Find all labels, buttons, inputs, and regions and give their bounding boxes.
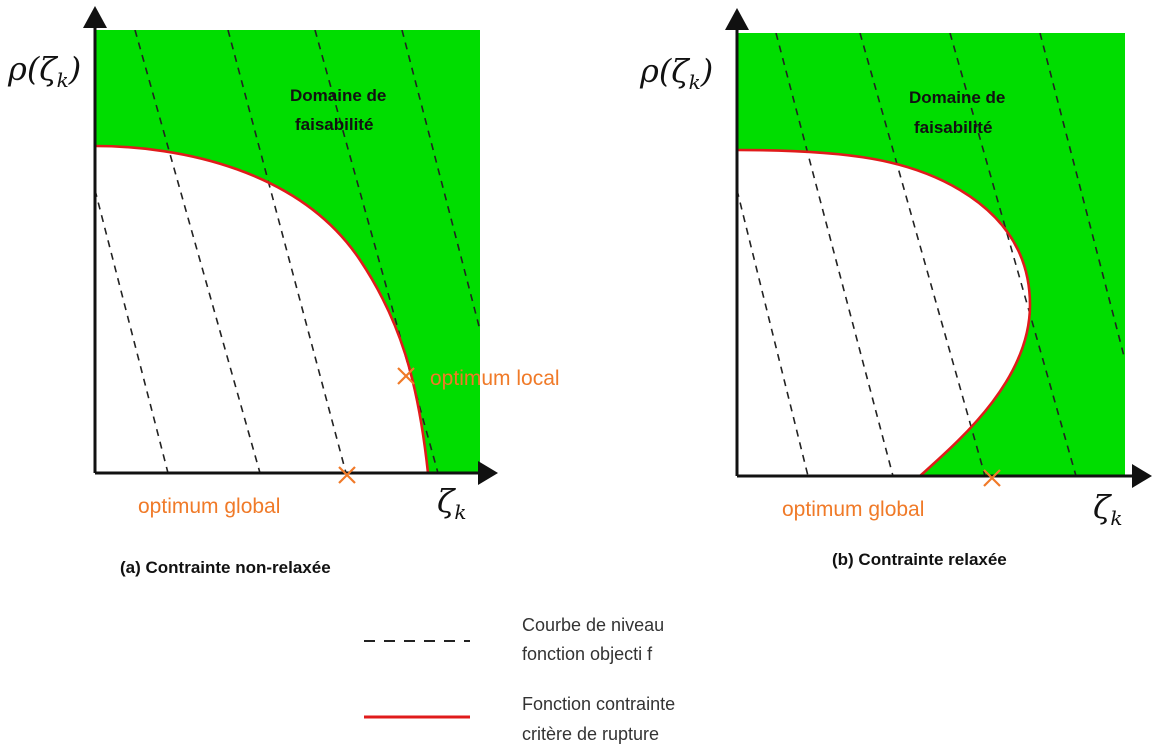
- level-curve: [775, 33, 894, 476]
- level-curve: [859, 33, 986, 476]
- region-label-a-line2: faisabilité: [295, 115, 373, 134]
- x-axis-arrow-b: [1132, 464, 1152, 488]
- legend-solid-line1: Fonction contrainte: [522, 694, 675, 714]
- legend-dashed-line2: fonction objecti f: [522, 644, 653, 664]
- panel-b: ρ(ζk) ζk Domaine de faisabilité optimum …: [639, 8, 1152, 569]
- caption-b: (b) Contrainte relaxée: [832, 550, 1007, 569]
- caption-a: (a) Contrainte non-relaxée: [120, 558, 331, 577]
- global-optimum-marker-a: [338, 466, 356, 484]
- local-optimum-marker: [397, 367, 415, 385]
- x-axis-label-b: ζk: [1093, 488, 1122, 530]
- region-label-b-line2: faisabilité: [914, 118, 992, 137]
- region-label-b-line1: Domaine de: [909, 88, 1005, 107]
- legend: Courbe de niveau fonction objecti f Fonc…: [364, 615, 675, 744]
- level-curves-b: [737, 33, 1125, 476]
- global-optimum-marker-b: [983, 469, 1001, 487]
- constraint-curve-b: [736, 148, 1032, 477]
- legend-dashed-line1: Courbe de niveau: [522, 615, 664, 635]
- level-curve: [949, 33, 1077, 476]
- level-curve: [737, 189, 809, 476]
- y-axis-label-a: ρ(ζk): [7, 50, 81, 92]
- panel-a: ρ(ζk) ζk Domaine de faisabilité optimum …: [7, 6, 560, 577]
- level-curve: [1039, 33, 1125, 361]
- level-curve: [95, 189, 169, 473]
- y-axis-arrow-a: [83, 6, 107, 28]
- infeasible-region-a: [95, 146, 428, 473]
- constraint-curve-a: [94, 144, 430, 474]
- global-optimum-label-a: optimum global: [138, 495, 280, 518]
- y-axis-label-b: ρ(ζk): [639, 52, 713, 94]
- global-optimum-label-b: optimum global: [782, 498, 924, 521]
- infeasible-region-b: [737, 150, 1030, 476]
- x-axis-label-a: ζk: [437, 482, 466, 524]
- region-label-a-line1: Domaine de: [290, 86, 386, 105]
- level-curve: [227, 30, 347, 473]
- local-optimum-label: optimum local: [430, 367, 560, 390]
- legend-solid-line2: critère de rupture: [522, 724, 659, 744]
- level-curve: [134, 30, 261, 473]
- y-axis-arrow-b: [725, 8, 749, 30]
- x-axis-arrow-a: [478, 461, 498, 485]
